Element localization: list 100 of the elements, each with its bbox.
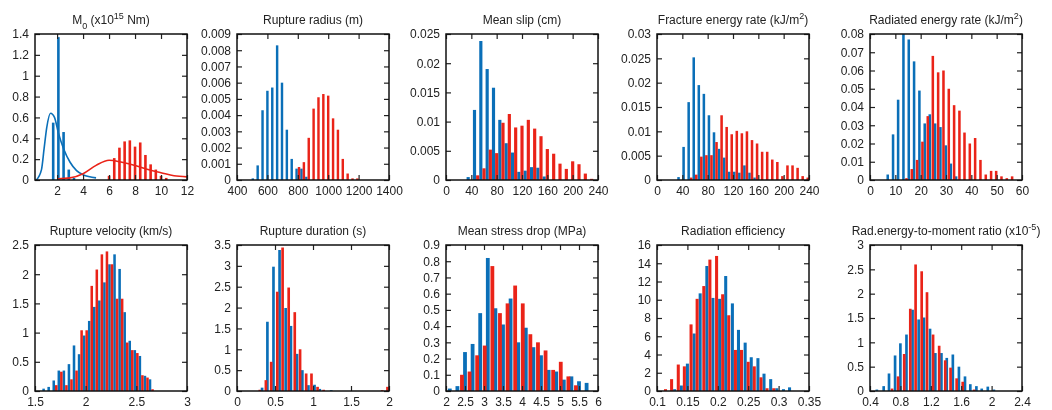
y-tick-label: 0.08 <box>840 27 865 42</box>
y-tick-label: 0.2 <box>423 351 441 366</box>
x-tick-label: 0 <box>443 183 451 198</box>
chart-title: Rupture duration (s) <box>259 224 367 238</box>
y-tick-label: 0 <box>644 173 652 188</box>
x-tick-label: 1.6 <box>953 394 971 409</box>
x-tick-label: 1 <box>310 394 318 409</box>
y-tick-label: 0.03 <box>627 27 652 42</box>
x-tick-label: 10 <box>154 183 169 198</box>
y-tick-label: 1.2 <box>12 48 30 63</box>
x-tick-label: 0.35 <box>797 394 822 409</box>
y-tick-label: 6 <box>644 329 652 344</box>
x-tick-label: 5 <box>557 394 565 409</box>
x-tick-label: 8 <box>132 183 140 198</box>
x-tick-label: 0 <box>654 183 662 198</box>
y-tick-label: 0.015 <box>620 100 652 115</box>
y-tick-label: 0.01 <box>840 155 865 170</box>
y-tick-label: 0.009 <box>200 27 232 42</box>
x-tick-label: 0 <box>867 183 875 198</box>
y-tick-label: 0.02 <box>416 56 441 71</box>
chart-title: Rad.energy-to-moment ratio (x10$^{-5}$) <box>851 222 1041 238</box>
y-tick-label: 0.4 <box>423 319 441 334</box>
y-tick-label: 0.07 <box>840 45 865 60</box>
x-tick-label: 1.5 <box>343 394 361 409</box>
x-tick-label: 600 <box>257 183 279 198</box>
y-tick-label: 0.025 <box>409 27 441 42</box>
y-tick-label: 0.5 <box>423 303 441 318</box>
chart-title: Rupture velocity (km/s) <box>49 224 173 238</box>
y-tick-label: 0.6 <box>12 110 30 125</box>
y-tick-label: 0.01 <box>416 114 441 129</box>
y-tick-label: 0.06 <box>840 63 865 78</box>
x-tick-label: 2.5 <box>457 394 475 409</box>
y-tick-label: 16 <box>637 238 652 253</box>
x-tick-label: 4.5 <box>533 394 551 409</box>
x-tick-label: 6 <box>106 183 114 198</box>
y-tick-label: 0.004 <box>200 108 232 123</box>
y-tick-label: 0.1 <box>423 368 441 383</box>
x-tick-label: 1400 <box>376 183 404 198</box>
y-tick-label: 2 <box>644 366 652 381</box>
y-tick-label: 2.5 <box>847 262 865 277</box>
x-tick-label: 0 <box>234 394 242 409</box>
x-tick-label: 4 <box>80 183 88 198</box>
y-tick-label: 1 <box>22 325 30 340</box>
x-tick-label: 1.2 <box>922 394 940 409</box>
x-tick-label: 2 <box>443 394 451 409</box>
x-tick-label: 2.4 <box>1014 394 1032 409</box>
y-tick-label: 0.02 <box>840 136 865 151</box>
x-tick-label: 6 <box>595 394 603 409</box>
y-tick-label: 2 <box>224 300 232 315</box>
chart-title: Mean slip (cm) <box>482 13 562 27</box>
y-tick-label: 0.003 <box>200 124 232 139</box>
y-tick-label: 0.9 <box>423 238 441 253</box>
y-tick-label: 0.03 <box>840 118 865 133</box>
x-tick-label: 2.5 <box>128 394 146 409</box>
y-tick-label: 0.015 <box>409 85 441 100</box>
x-tick-label: 120 <box>723 183 744 198</box>
y-tick-label: 0.02 <box>627 76 652 91</box>
y-tick-label: 0.05 <box>840 82 865 97</box>
x-tick-label: 40 <box>465 183 479 198</box>
x-tick-label: 10 <box>889 183 903 198</box>
x-tick-label: 200 <box>774 183 795 198</box>
x-tick-label: 4 <box>519 394 527 409</box>
x-tick-label: 2 <box>54 183 62 198</box>
x-tick-label: 12 <box>180 183 195 198</box>
x-tick-label: 240 <box>799 183 820 198</box>
y-tick-label: 1 <box>22 69 30 84</box>
y-tick-label: 1 <box>857 335 865 350</box>
y-tick-label: 0.008 <box>200 43 232 58</box>
x-tick-label: 3 <box>184 394 192 409</box>
y-tick-label: 0.8 <box>423 254 441 269</box>
y-tick-label: 1.5 <box>214 321 232 336</box>
x-tick-label: 0.3 <box>770 394 788 409</box>
y-tick-label: 1 <box>224 342 232 357</box>
x-tick-label: 160 <box>748 183 770 198</box>
y-tick-label: 0.7 <box>423 270 441 285</box>
y-tick-label: 0.025 <box>620 51 652 66</box>
y-tick-label: 0.2 <box>12 152 30 167</box>
x-tick-label: 40 <box>676 183 690 198</box>
x-tick-label: 50 <box>990 183 1005 198</box>
x-tick-label: 3.5 <box>495 394 513 409</box>
y-tick-label: 0.006 <box>200 76 232 91</box>
x-tick-label: 0.8 <box>892 394 910 409</box>
x-tick-label: 200 <box>563 183 584 198</box>
x-tick-label: 20 <box>914 183 929 198</box>
y-tick-label: 0.6 <box>423 287 441 302</box>
x-tick-label: 800 <box>288 183 309 198</box>
y-tick-label: 0 <box>857 173 865 188</box>
y-tick-label: 0.5 <box>847 360 865 375</box>
x-tick-label: 3 <box>481 394 489 409</box>
y-tick-label: 2.5 <box>214 280 232 295</box>
x-tick-label: 2 <box>82 394 90 409</box>
y-tick-label: 0 <box>224 384 232 399</box>
x-tick-label: 80 <box>490 183 505 198</box>
y-tick-label: 4 <box>644 347 652 362</box>
y-tick-label: 0.005 <box>620 149 652 164</box>
y-tick-label: 14 <box>637 256 652 271</box>
x-tick-label: 240 <box>588 183 609 198</box>
y-tick-label: 0.007 <box>200 59 232 74</box>
y-tick-label: 2 <box>22 267 30 282</box>
y-tick-label: 3 <box>857 238 865 253</box>
